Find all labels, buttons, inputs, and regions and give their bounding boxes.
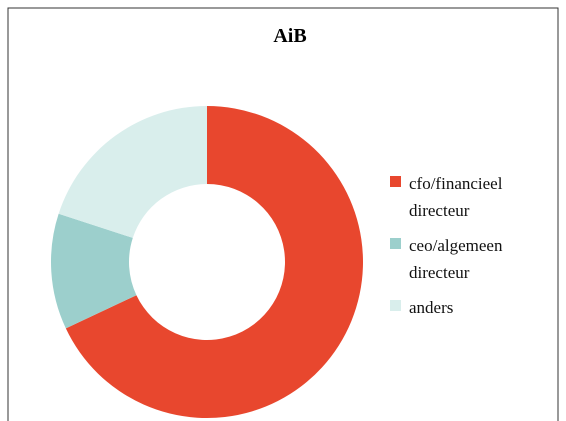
legend-swatch <box>390 176 401 187</box>
legend-item: anders <box>390 294 540 321</box>
legend-label: ceo/algemeen directeur <box>409 236 503 282</box>
legend-swatch <box>390 238 401 249</box>
legend-swatch <box>390 300 401 311</box>
legend-item: cfo/financieel directeur <box>390 170 540 224</box>
legend-label: anders <box>409 298 454 317</box>
legend: cfo/financieel directeur ceo/algemeen dir… <box>390 170 540 329</box>
donut-slice <box>58 106 207 238</box>
frame <box>7 7 559 421</box>
legend-label: cfo/financieel directeur <box>409 174 503 220</box>
donut-slice <box>65 106 363 419</box>
donut-slice <box>51 213 137 329</box>
legend-item: ceo/algemeen directeur <box>390 232 540 286</box>
chart-title: AiB <box>273 25 306 47</box>
